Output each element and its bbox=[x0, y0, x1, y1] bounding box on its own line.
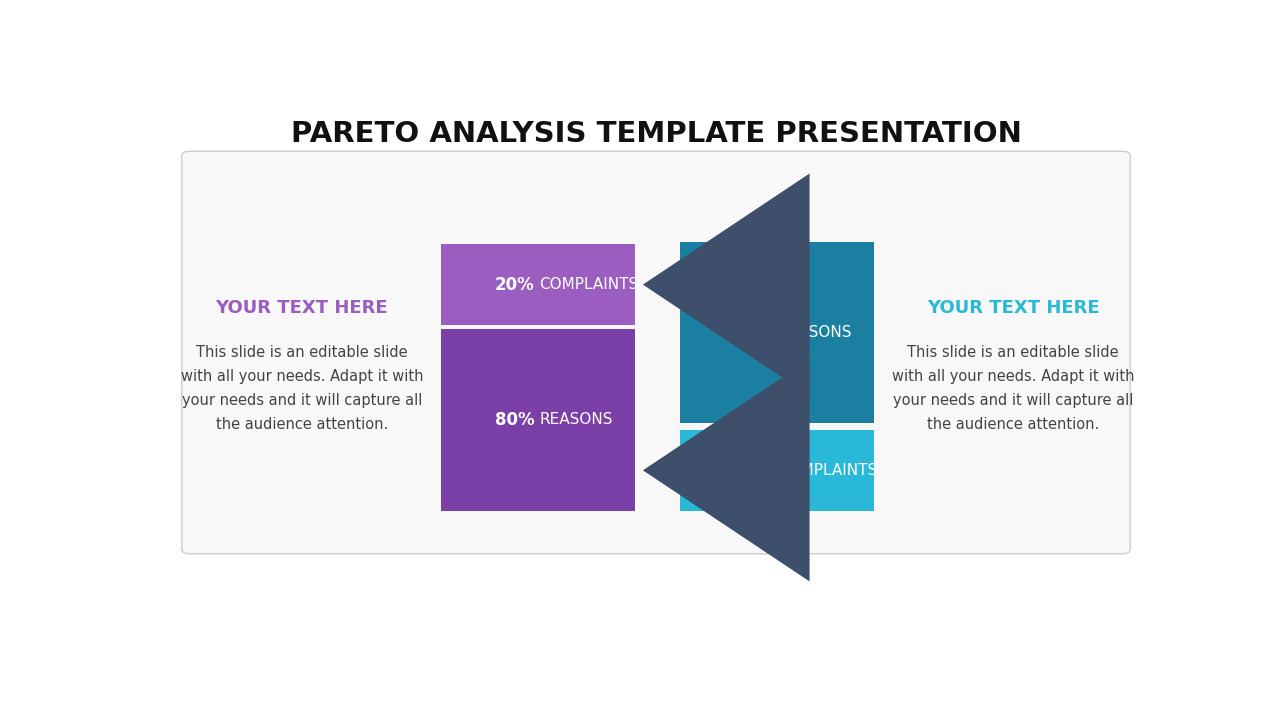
Bar bbox=[680, 430, 874, 510]
Text: 20%: 20% bbox=[495, 276, 535, 294]
Text: COMPLAINTS: COMPLAINTS bbox=[778, 463, 878, 478]
Bar bbox=[440, 244, 635, 325]
Text: YOUR TEXT HERE: YOUR TEXT HERE bbox=[215, 300, 388, 317]
Bar bbox=[680, 242, 874, 423]
Text: This slide is an editable slide
with all your needs. Adapt it with
your needs an: This slide is an editable slide with all… bbox=[892, 345, 1134, 432]
Text: PARETO ANALYSIS TEMPLATE PRESENTATION: PARETO ANALYSIS TEMPLATE PRESENTATION bbox=[291, 120, 1021, 148]
Bar bbox=[440, 328, 635, 510]
FancyBboxPatch shape bbox=[182, 151, 1130, 554]
Text: 80%: 80% bbox=[495, 410, 535, 428]
Text: REASONS: REASONS bbox=[778, 325, 852, 340]
Text: 20%: 20% bbox=[733, 462, 773, 480]
Text: REASONS: REASONS bbox=[539, 412, 613, 427]
Text: YOUR TEXT HERE: YOUR TEXT HERE bbox=[927, 300, 1100, 317]
Text: COMPLAINTS: COMPLAINTS bbox=[539, 277, 639, 292]
Text: This slide is an editable slide
with all your needs. Adapt it with
your needs an: This slide is an editable slide with all… bbox=[180, 345, 424, 432]
Text: 80%: 80% bbox=[733, 323, 773, 341]
